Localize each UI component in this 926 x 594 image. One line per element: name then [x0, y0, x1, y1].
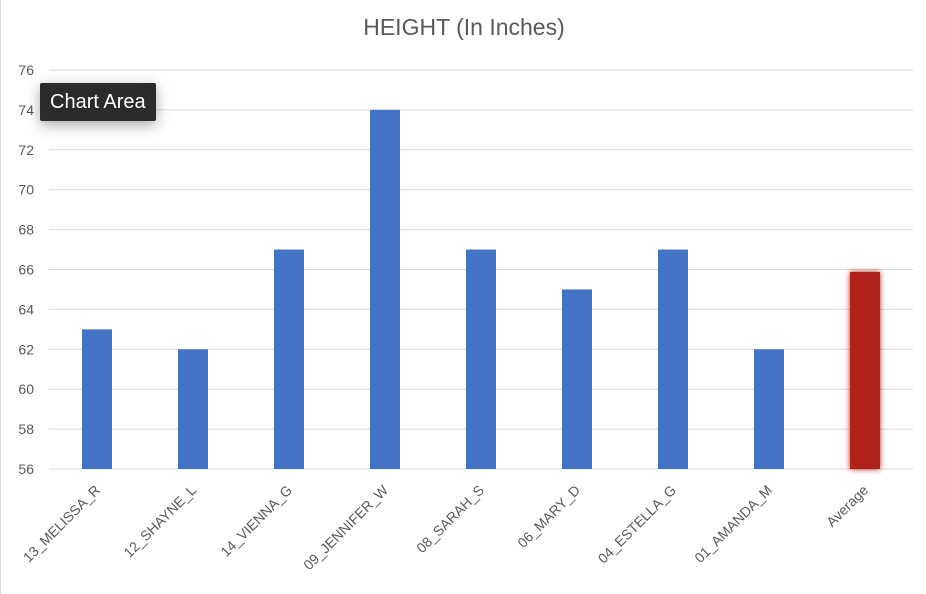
y-tick-label: 60	[18, 381, 34, 397]
y-tick-label: 56	[18, 461, 34, 477]
x-tick-label: 09_JENNIFER_W	[300, 481, 392, 573]
bar[interactable]	[178, 349, 208, 469]
chart-area-tooltip: Chart Area	[40, 83, 156, 121]
x-tick-label: 01_AMANDA_M	[691, 482, 775, 566]
y-tick-label: 76	[18, 62, 34, 78]
x-tick-label: Average	[823, 482, 871, 530]
x-axis-ticks: 13_MELISSA_R 12_SHAYNE_L 14_VIENNA_G 09_JEN…	[20, 481, 872, 573]
x-tick-label: 12_SHAYNE_L	[120, 482, 199, 561]
y-tick-label: 62	[18, 341, 34, 357]
y-axis-ticks: 56 58 60 62 64 66 68 70 72 74 76	[18, 62, 34, 477]
x-tick-label: 04_ESTELLA_G	[595, 482, 680, 567]
bar[interactable]	[562, 289, 592, 469]
bar[interactable]	[754, 349, 784, 469]
y-tick-label: 70	[18, 182, 34, 198]
y-tick-label: 64	[18, 301, 34, 317]
y-tick-label: 58	[18, 421, 34, 437]
bars	[82, 109, 880, 470]
y-tick-label: 72	[18, 142, 34, 158]
x-tick-label: 14_VIENNA_G	[217, 482, 295, 560]
x-tick-label: 08_SARAH_S	[413, 482, 487, 556]
y-tick-label: 68	[18, 222, 34, 238]
bar[interactable]	[658, 249, 688, 469]
bar[interactable]	[82, 329, 112, 469]
bar[interactable]	[466, 249, 496, 469]
bar-average[interactable]	[850, 271, 880, 469]
x-tick-label: 13_MELISSA_R	[20, 482, 103, 565]
y-tick-label: 66	[18, 262, 34, 278]
chart-title: HEIGHT (In Inches)	[363, 14, 565, 40]
y-tick-label: 74	[18, 102, 34, 118]
bar[interactable]	[370, 109, 400, 470]
bar[interactable]	[274, 249, 304, 469]
x-tick-label: 06_MARY_D	[514, 482, 583, 551]
